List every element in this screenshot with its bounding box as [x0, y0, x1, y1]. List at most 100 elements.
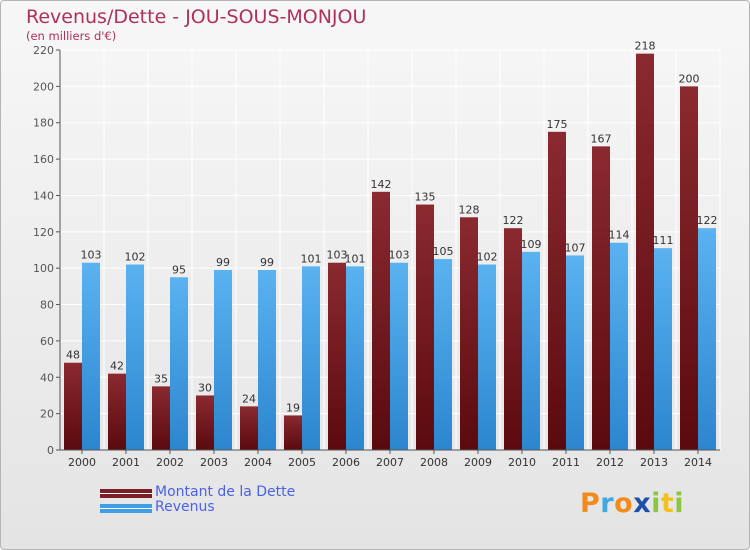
data-label-revenue: 99	[260, 256, 274, 269]
logo-letter: t	[660, 488, 675, 519]
y-tick-label: 60	[40, 335, 54, 348]
data-label-revenue: 102	[477, 251, 498, 264]
bar-debt	[504, 228, 522, 450]
x-tick-label: 2006	[332, 456, 360, 469]
bar-revenue	[478, 264, 496, 450]
data-label-revenue: 95	[172, 263, 186, 276]
data-label-debt: 24	[242, 392, 256, 405]
bar-revenue	[258, 270, 276, 450]
y-tick-label: 100	[33, 262, 54, 275]
data-label-revenue: 105	[433, 245, 454, 258]
bar-debt	[592, 146, 610, 450]
bar-debt	[636, 53, 654, 451]
x-tick-label: 2007	[376, 456, 404, 469]
logo-letter: P	[580, 488, 601, 519]
data-label-debt: 30	[198, 381, 212, 394]
bar-revenue	[346, 266, 364, 450]
bar-revenue	[610, 242, 628, 450]
x-tick-label: 2013	[640, 456, 668, 469]
bar-debt	[284, 415, 302, 450]
bar-debt	[240, 406, 258, 450]
data-label-debt: 128	[459, 203, 480, 216]
bar-revenue	[126, 264, 144, 450]
data-label-revenue: 109	[521, 238, 542, 251]
bar-revenue	[698, 228, 716, 450]
x-tick-label: 2002	[156, 456, 184, 469]
x-tick-label: 2003	[200, 456, 228, 469]
data-label-debt: 42	[110, 360, 124, 373]
data-label-revenue: 101	[301, 252, 322, 265]
data-label-revenue: 101	[345, 252, 366, 265]
data-label-debt: 122	[503, 214, 524, 227]
x-tick-label: 2012	[596, 456, 624, 469]
x-tick-label: 2000	[68, 456, 96, 469]
chart-title: Revenus/Dette - JOU-SOUS-MONJOU	[26, 6, 367, 28]
data-label-debt: 48	[66, 349, 80, 362]
y-tick-label: 40	[40, 371, 54, 384]
bar-debt	[372, 191, 390, 450]
chart-subtitle: (en milliers d'€)	[26, 29, 117, 43]
y-tick-label: 0	[47, 444, 54, 457]
logo-letter: i	[674, 488, 685, 519]
x-tick-label: 2010	[508, 456, 536, 469]
bar-revenue	[654, 248, 672, 450]
legend-swatch-debt	[100, 489, 152, 498]
logo-letter: x	[633, 488, 652, 519]
logo-letter: r	[600, 488, 615, 519]
legend-swatch-revenue	[100, 504, 152, 513]
axis-layer: 0 20 40 60 80 100 120 140 160 180 200 220 2000 2001 20…	[33, 44, 720, 469]
data-label-revenue: 103	[81, 249, 102, 262]
x-tick-label: 2001	[112, 456, 140, 469]
proxiti-logo: Proxiti	[580, 488, 684, 519]
y-tick-label: 120	[33, 226, 54, 239]
data-label-debt: 135	[415, 191, 436, 204]
data-label-debt: 35	[154, 372, 168, 385]
bar-debt	[108, 373, 126, 450]
y-tick-label: 160	[33, 153, 54, 166]
data-label-revenue: 114	[609, 229, 630, 242]
bar-revenue	[566, 255, 584, 450]
y-tick-label: 80	[40, 299, 54, 312]
y-tick-label: 180	[33, 117, 54, 130]
y-tick-label: 200	[33, 80, 54, 93]
bar-debt	[548, 131, 566, 450]
bar-debt	[152, 386, 170, 450]
x-tick-label: 2009	[464, 456, 492, 469]
x-tick-label: 2008	[420, 456, 448, 469]
data-label-debt: 218	[635, 40, 656, 53]
x-tick-label: 2011	[552, 456, 580, 469]
bar-debt	[196, 395, 214, 450]
y-tick-label: 140	[33, 189, 54, 202]
data-label-debt: 175	[547, 118, 568, 131]
data-label-debt: 142	[371, 178, 392, 191]
bar-debt	[328, 262, 346, 450]
data-label-revenue: 122	[697, 214, 718, 227]
bar-revenue	[82, 262, 100, 450]
bar-revenue	[170, 277, 188, 450]
data-label-revenue: 107	[565, 241, 586, 254]
bar-revenue	[522, 251, 540, 450]
x-tick-label: 2005	[288, 456, 316, 469]
data-label-revenue: 102	[125, 251, 146, 264]
bars-layer	[64, 53, 716, 451]
bar-debt	[680, 86, 698, 450]
data-label-debt: 167	[591, 132, 612, 145]
y-tick-label: 220	[33, 44, 54, 57]
bar-debt	[416, 204, 434, 450]
bar-revenue	[302, 266, 320, 450]
x-tick-label: 2004	[244, 456, 272, 469]
legend-label-revenue: Revenus	[155, 499, 215, 515]
data-label-revenue: 99	[216, 256, 230, 269]
bar-debt	[460, 217, 478, 450]
x-tick-label: 2014	[684, 456, 712, 469]
logo-letter: i	[651, 488, 661, 519]
logo-letter: o	[614, 488, 634, 519]
data-label-debt: 200	[679, 72, 700, 85]
bar-revenue	[390, 262, 408, 450]
legend-label-debt: Montant de la Dette	[155, 484, 296, 500]
data-label-debt: 103	[327, 249, 348, 262]
y-tick-label: 20	[40, 408, 54, 421]
bar-revenue	[214, 270, 232, 450]
